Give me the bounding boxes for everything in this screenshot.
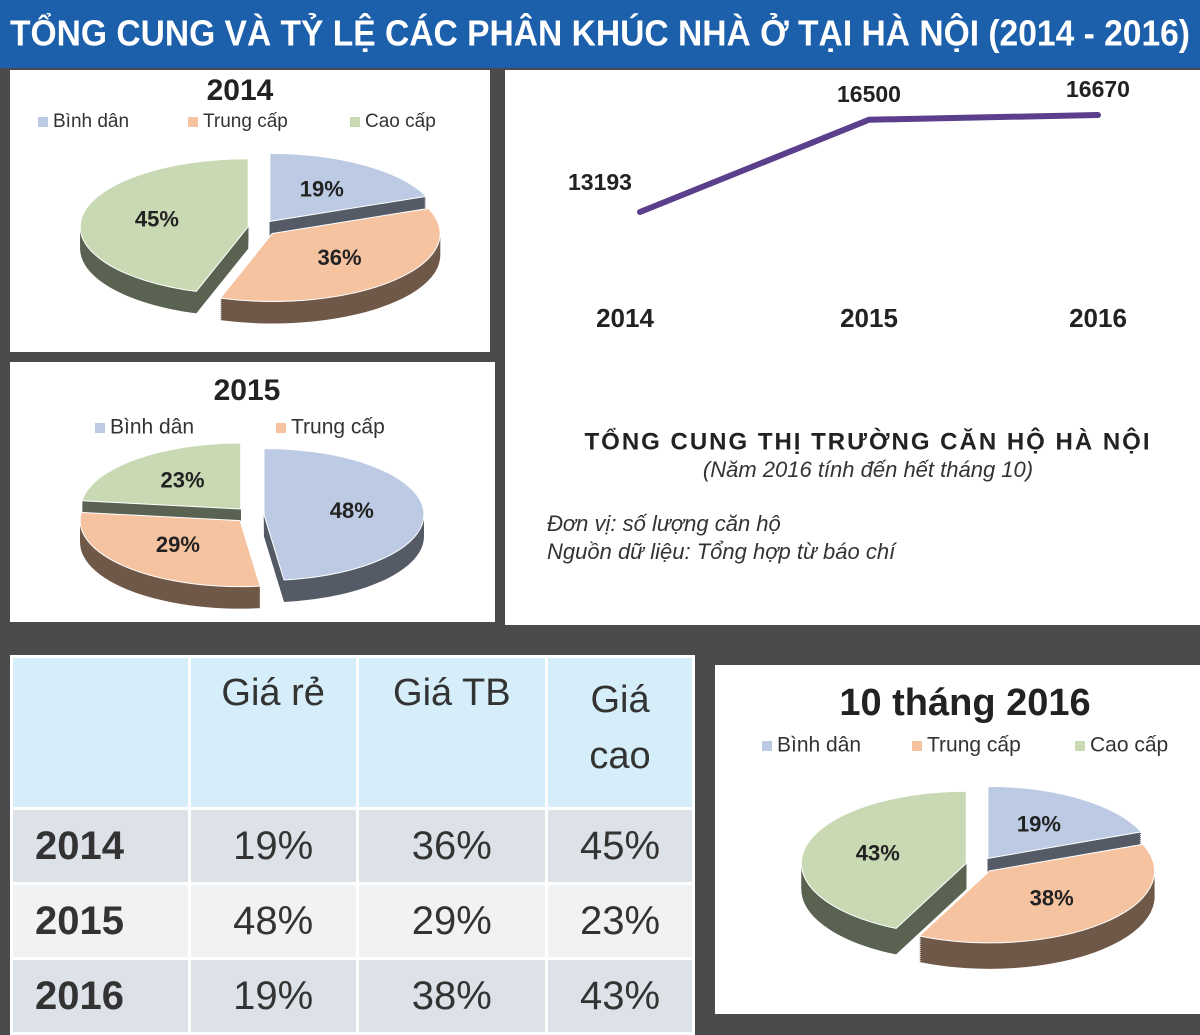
data-label: 16500 bbox=[837, 81, 901, 107]
year-cell: 2015 bbox=[10, 882, 191, 960]
legend-label: Bình dân bbox=[110, 416, 194, 439]
cell: 29% bbox=[355, 882, 549, 960]
chart-title: 2015 bbox=[214, 374, 281, 407]
legend-label: Bình dân bbox=[777, 734, 861, 757]
header-text: Giá cao bbox=[589, 679, 651, 777]
data-label: 23% bbox=[161, 468, 205, 493]
data-label: 48% bbox=[330, 498, 374, 523]
header-cell: Giá rẻ bbox=[187, 655, 359, 810]
header-cell: Giá cao bbox=[545, 655, 695, 810]
data-label: 19% bbox=[300, 176, 344, 201]
cell: 43% bbox=[545, 957, 695, 1035]
data-label: 19% bbox=[1017, 811, 1061, 836]
page-title: TỔNG CUNG VÀ TỶ LỆ CÁC PHÂN KHÚC NHÀ Ở T… bbox=[10, 11, 1190, 54]
legend-label: Trung cấp bbox=[927, 734, 1021, 757]
data-label: 38% bbox=[1030, 886, 1074, 911]
data-label: 16670 bbox=[1066, 76, 1130, 102]
year-cell: 2016 bbox=[10, 957, 191, 1035]
legend-swatch bbox=[38, 117, 48, 127]
cell: 19% bbox=[187, 957, 359, 1035]
corner-cell bbox=[10, 655, 191, 810]
chart-title: 2014 bbox=[207, 74, 274, 107]
cell: 36% bbox=[355, 807, 549, 885]
infographic: TỔNG CUNG VÀ TỶ LỆ CÁC PHÂN KHÚC NHÀ Ở T… bbox=[0, 0, 1200, 1014]
chart-title: 10 tháng 2016 bbox=[839, 682, 1090, 724]
cell: 23% bbox=[545, 882, 695, 960]
legend-label: Cao cấp bbox=[1090, 734, 1168, 757]
slice bbox=[79, 158, 249, 292]
cell: 38% bbox=[355, 957, 549, 1035]
x-tick-label: 2015 bbox=[840, 303, 898, 333]
year-cell: 2014 bbox=[10, 807, 191, 885]
line bbox=[637, 112, 1101, 215]
x-tick-label: 2014 bbox=[596, 303, 654, 333]
legend-label: Trung cấp bbox=[291, 416, 385, 439]
legend-swatch bbox=[188, 117, 198, 127]
cell: 19% bbox=[187, 807, 359, 885]
slice bbox=[81, 442, 242, 510]
legend-swatch bbox=[350, 117, 360, 127]
data-label: 43% bbox=[856, 840, 900, 865]
cell: 45% bbox=[545, 807, 695, 885]
slice bbox=[219, 207, 441, 302]
legend-swatch bbox=[1075, 741, 1085, 751]
data-label: 45% bbox=[135, 207, 179, 232]
data-label: 36% bbox=[318, 245, 362, 270]
price-table: Giá rẻ Giá TB Giá cao 2014 19% 36% 45% 2015… bbox=[10, 655, 695, 1035]
slice bbox=[987, 785, 1143, 859]
unit-note: Đơn vị: số lượng căn hộ bbox=[547, 511, 781, 536]
legend-swatch bbox=[762, 741, 772, 751]
legend-label: Cao cấp bbox=[365, 111, 436, 132]
slice bbox=[79, 511, 261, 588]
panel bbox=[505, 70, 1200, 625]
header-cell: Giá TB bbox=[355, 655, 549, 810]
legend-label: Bình dân bbox=[53, 111, 129, 132]
slice bbox=[800, 790, 967, 929]
source-note: Nguồn dữ liệu: Tổng hợp từ báo chí bbox=[547, 539, 897, 564]
legend-swatch bbox=[276, 423, 286, 433]
legend-swatch bbox=[95, 423, 105, 433]
x-tick-label: 2016 bbox=[1069, 303, 1127, 333]
cell: 48% bbox=[187, 882, 359, 960]
slice bbox=[269, 152, 428, 222]
slice bbox=[263, 447, 425, 581]
legend-label: Trung cấp bbox=[203, 111, 288, 132]
chart-subtitle: (Năm 2016 tính đến hết tháng 10) bbox=[703, 457, 1033, 482]
header-band bbox=[0, 0, 1200, 68]
data-label: 13193 bbox=[568, 169, 632, 195]
legend-swatch bbox=[912, 741, 922, 751]
slice bbox=[918, 843, 1156, 944]
data-label: 29% bbox=[156, 532, 200, 557]
chart-title: TỔNG CUNG THỊ TRƯỜNG CĂN HỘ HÀ NỘI bbox=[584, 427, 1151, 455]
